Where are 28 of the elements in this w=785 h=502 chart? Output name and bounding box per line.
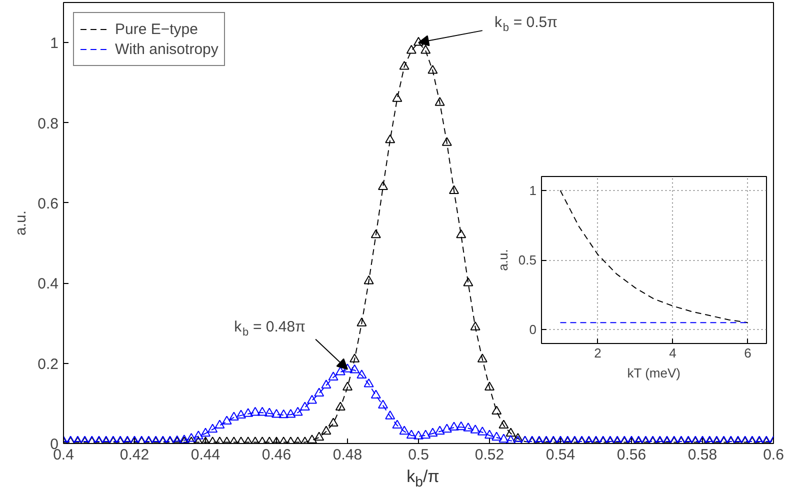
y-tick-label: 1 xyxy=(50,35,58,52)
x-tick-label: 0.48 xyxy=(332,446,362,464)
x-tick-label: 0.46 xyxy=(262,446,292,464)
x-tick-label: 0.52 xyxy=(474,446,504,464)
x-tick-label: 0.5 xyxy=(408,446,429,464)
x-tick-label: 6 xyxy=(744,346,752,360)
x-tick-label: 0.6 xyxy=(763,446,784,464)
y-tick-label: 0.4 xyxy=(38,276,59,293)
x-tick-label: 0.42 xyxy=(120,446,150,464)
y-tick-label: 0.5 xyxy=(518,252,537,268)
x-tick-label: 0.44 xyxy=(190,446,220,464)
x-axis-title: k$_{b}$/π xyxy=(406,466,440,492)
x-tick-label: 4 xyxy=(669,346,676,360)
y-axis-title: a.u. xyxy=(12,210,30,236)
line-series xyxy=(560,190,748,324)
y-tick-label: 0 xyxy=(529,322,537,338)
legend-label: Pure E−type xyxy=(115,20,198,38)
y-tick-label: 0.2 xyxy=(38,356,59,373)
y-axis-title: a.u. xyxy=(495,249,510,271)
x-tick-label: 2 xyxy=(594,346,602,360)
legend-label: With anisotropy xyxy=(115,40,218,58)
x-axis-title: kT (meV) xyxy=(627,366,680,380)
x-tick-label: 0.58 xyxy=(688,446,718,464)
y-tick-label: 1 xyxy=(529,182,537,198)
x-tick-label: 0.54 xyxy=(546,446,576,464)
x-tick-label: 0.56 xyxy=(616,446,646,464)
y-tick-label: 0.8 xyxy=(38,115,59,132)
y-tick-label: 0.6 xyxy=(38,195,59,212)
